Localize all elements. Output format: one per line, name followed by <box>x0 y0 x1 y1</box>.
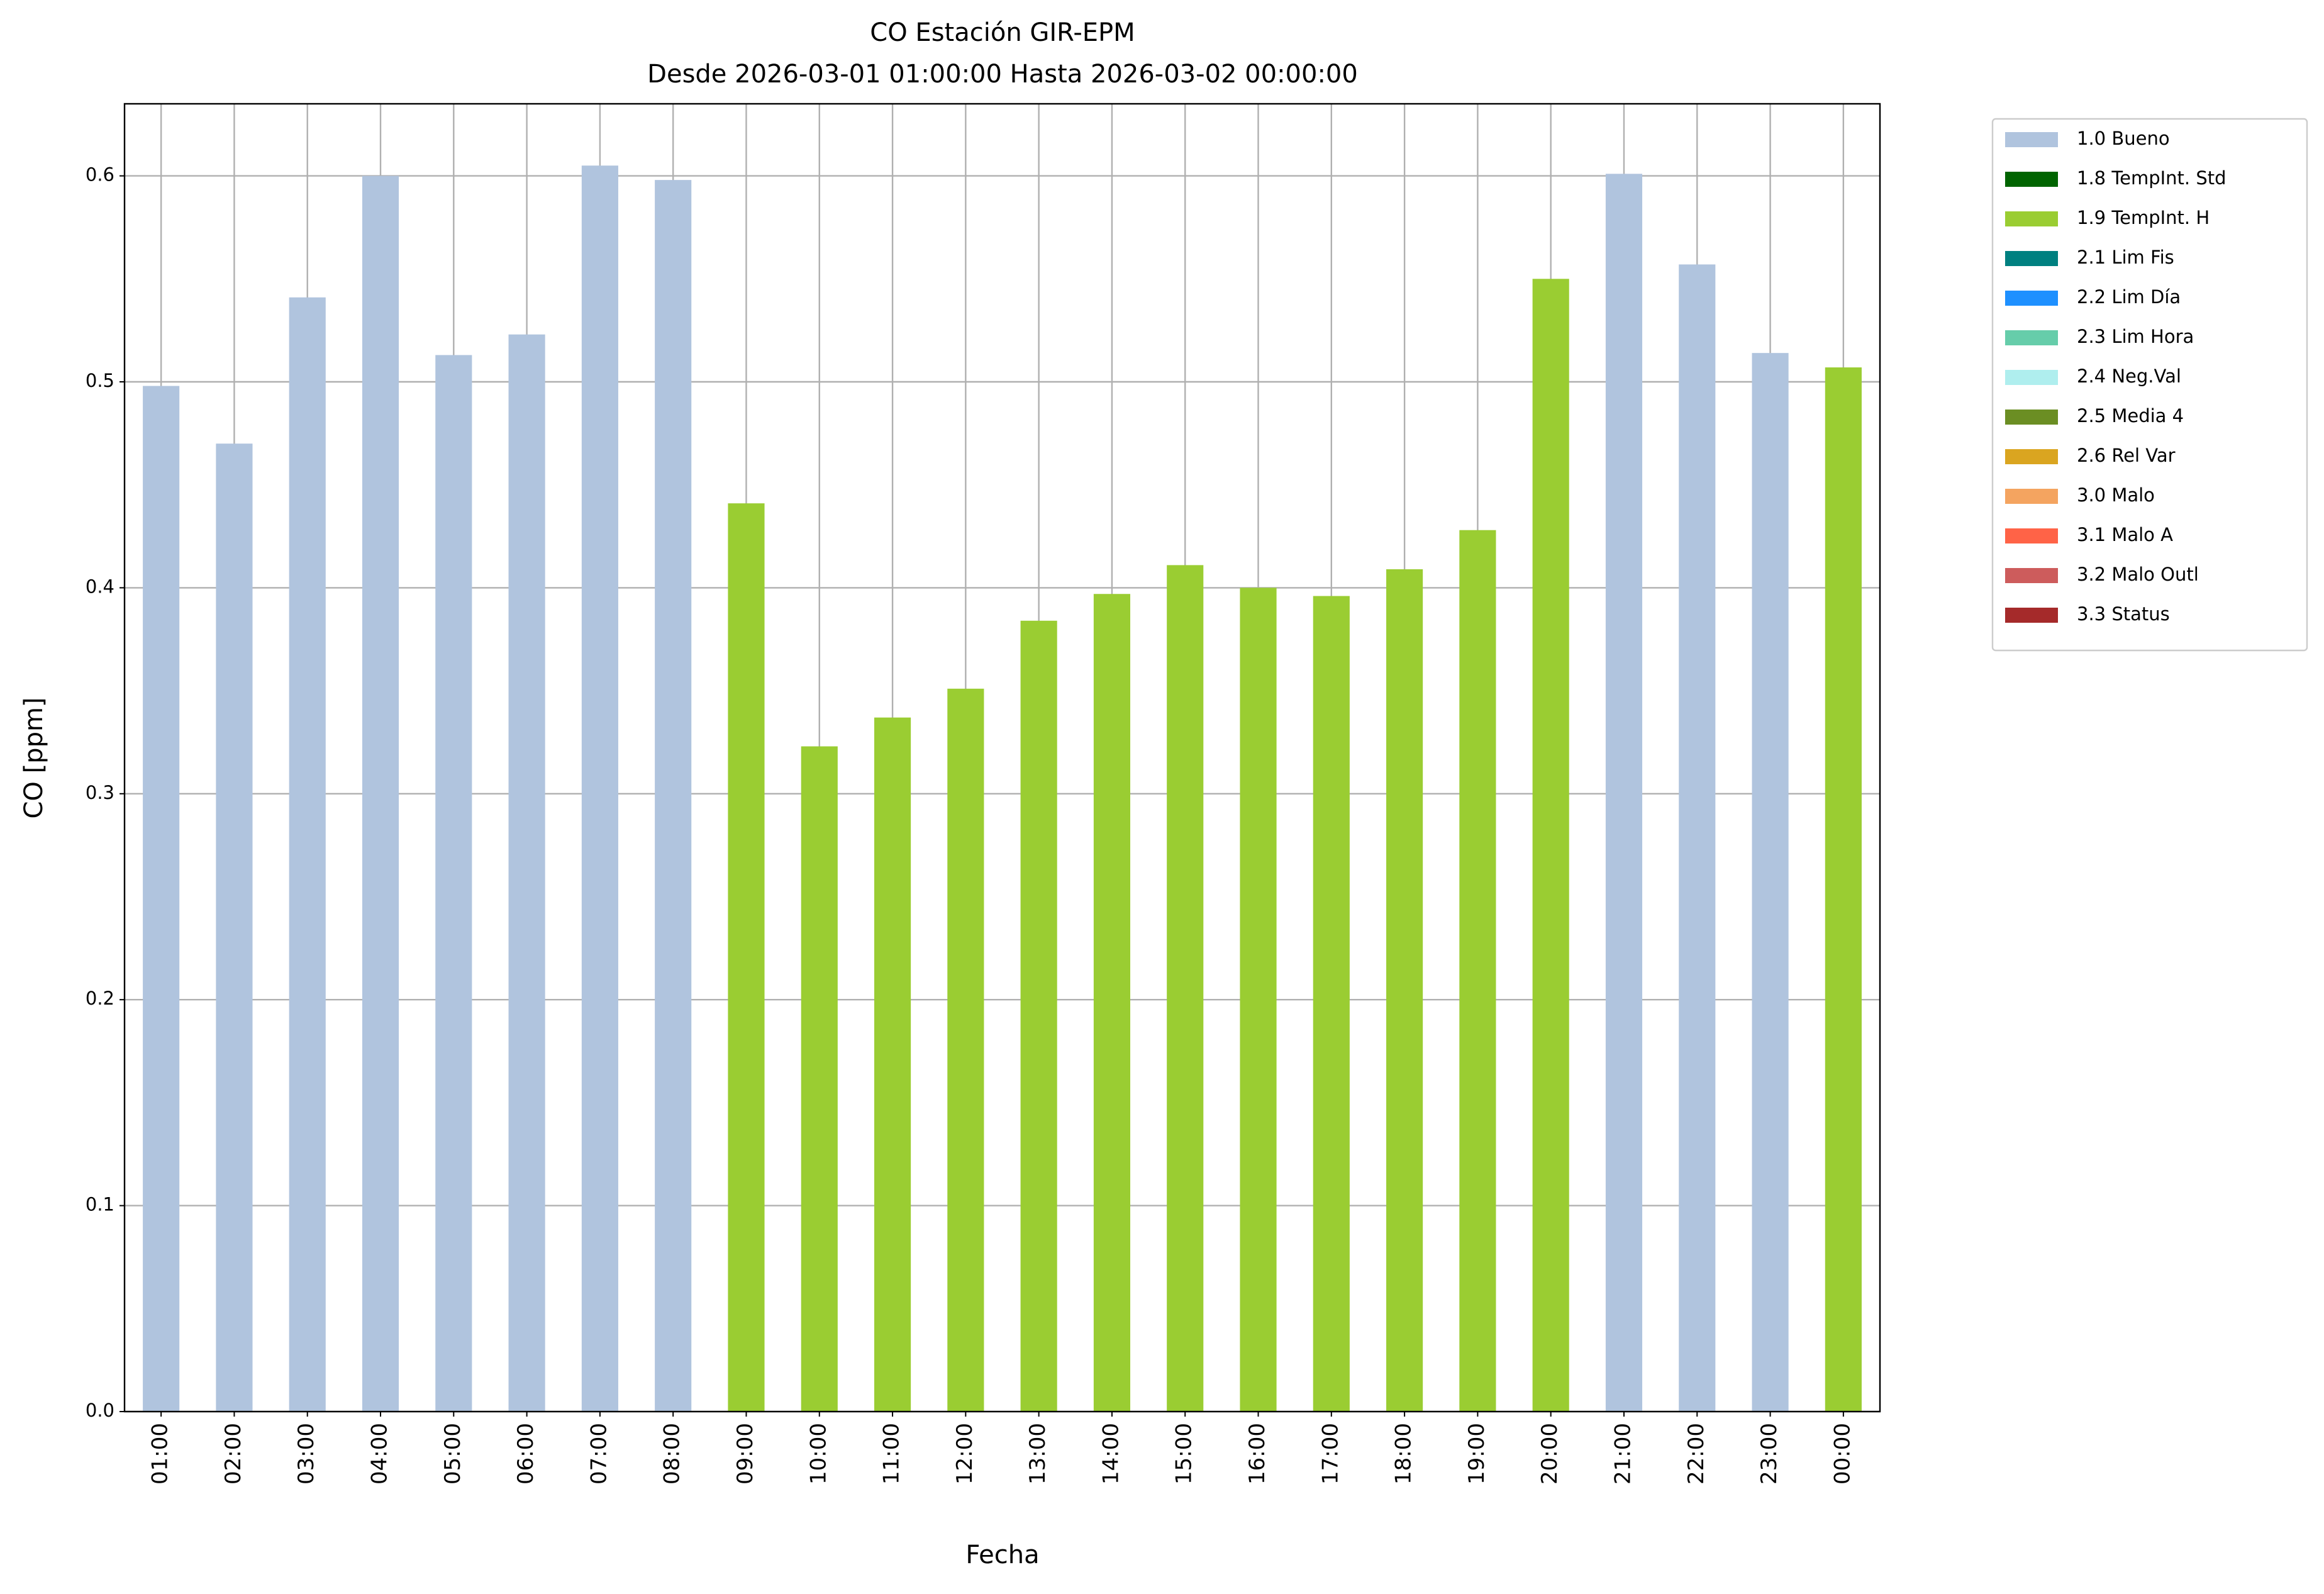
bar <box>1020 620 1057 1412</box>
bar <box>1459 530 1496 1412</box>
bar <box>728 503 765 1412</box>
x-tick-label: 13:00 <box>1025 1423 1050 1485</box>
bar <box>1605 174 1643 1412</box>
legend-label: 2.1 Lim Fis <box>2077 247 2174 268</box>
y-tick-label: 0.5 <box>86 370 114 391</box>
chart-title: CO Estación GIR-EPM <box>870 18 1135 47</box>
legend-swatch <box>2005 172 2058 187</box>
bar <box>1532 279 1569 1412</box>
y-tick-label: 0.4 <box>86 576 114 597</box>
bar <box>947 688 984 1412</box>
legend-swatch <box>2005 211 2058 226</box>
bar <box>1240 588 1277 1412</box>
y-tick-label: 0.3 <box>86 782 114 803</box>
bar <box>289 297 326 1412</box>
x-tick-label: 15:00 <box>1172 1423 1197 1485</box>
legend-label: 2.2 Lim Día <box>2077 286 2181 308</box>
legend-swatch <box>2005 449 2058 464</box>
x-tick-label: 06:00 <box>513 1423 538 1485</box>
x-tick-label: 21:00 <box>1610 1423 1635 1485</box>
x-tick-label: 17:00 <box>1318 1423 1343 1485</box>
legend-label: 2.4 Neg.Val <box>2077 365 2181 387</box>
legend-label: 1.9 TempInt. H <box>2077 207 2210 228</box>
chart-subtitle: Desde 2026-03-01 01:00:00 Hasta 2026-03-… <box>647 60 1358 89</box>
x-tick-label: 12:00 <box>952 1423 977 1485</box>
legend-swatch <box>2005 608 2058 623</box>
x-axis-label: Fecha <box>965 1541 1039 1569</box>
y-tick-label: 0.2 <box>86 988 114 1009</box>
bar <box>581 165 618 1412</box>
x-tick-label: 08:00 <box>660 1423 685 1485</box>
bar <box>435 355 472 1412</box>
bar <box>1825 367 1862 1412</box>
x-tick-label: 22:00 <box>1684 1423 1709 1485</box>
legend-swatch <box>2005 330 2058 345</box>
x-tick-label: 07:00 <box>586 1423 611 1485</box>
y-axis-label: CO [ppm] <box>19 697 48 818</box>
legend-box <box>1991 118 2308 652</box>
bar <box>143 386 180 1412</box>
y-tick-label: 0.0 <box>86 1400 114 1421</box>
legend-swatch <box>2005 251 2058 266</box>
x-tick-label: 23:00 <box>1757 1423 1782 1485</box>
legend-swatch <box>2005 489 2058 504</box>
bar <box>508 334 545 1412</box>
legend-label: 2.3 Lim Hora <box>2077 326 2194 347</box>
bar <box>801 746 838 1412</box>
legend-label: 3.1 Malo A <box>2077 524 2173 545</box>
x-tick-label: 10:00 <box>806 1423 831 1485</box>
y-tick-label: 0.1 <box>86 1194 114 1215</box>
bar <box>1167 565 1204 1412</box>
bar <box>1679 264 1716 1412</box>
legend-swatch <box>2005 291 2058 306</box>
bar <box>362 176 399 1412</box>
bar <box>1313 596 1350 1412</box>
x-tick-label: 09:00 <box>733 1423 758 1485</box>
legend-swatch <box>2005 410 2058 425</box>
y-tick-label: 0.6 <box>86 164 114 186</box>
bar <box>655 180 692 1412</box>
x-tick-label: 19:00 <box>1464 1423 1489 1485</box>
x-tick-label: 02:00 <box>221 1423 246 1485</box>
x-tick-label: 14:00 <box>1098 1423 1123 1485</box>
bar <box>216 443 253 1412</box>
legend-label: 2.5 Media 4 <box>2077 405 2184 426</box>
legend-swatch <box>2005 528 2058 543</box>
x-tick-label: 00:00 <box>1830 1423 1855 1485</box>
legend-label: 3.3 Status <box>2077 603 2170 625</box>
x-tick-label: 01:00 <box>148 1423 173 1485</box>
legend-swatch <box>2005 568 2058 583</box>
legend-swatch <box>2005 132 2058 147</box>
legend-label: 2.6 Rel Var <box>2077 445 2176 466</box>
x-tick-label: 05:00 <box>440 1423 465 1485</box>
bar <box>1386 569 1423 1412</box>
legend-label: 3.2 Malo Outl <box>2077 564 2199 585</box>
x-tick-label: 18:00 <box>1391 1423 1416 1485</box>
x-tick-label: 04:00 <box>367 1423 392 1485</box>
legend-label: 1.8 TempInt. Std <box>2077 167 2227 189</box>
bar <box>874 717 911 1412</box>
x-tick-label: 11:00 <box>879 1423 904 1485</box>
bar <box>1093 594 1131 1412</box>
x-tick-label: 03:00 <box>294 1423 319 1485</box>
plot-frame <box>123 103 1881 1413</box>
legend-label: 1.0 Bueno <box>2077 128 2170 149</box>
legend-swatch <box>2005 370 2058 385</box>
x-tick-label: 16:00 <box>1245 1423 1270 1485</box>
x-tick-label: 20:00 <box>1537 1423 1562 1485</box>
bar <box>1752 353 1789 1412</box>
legend-label: 3.0 Malo <box>2077 484 2155 506</box>
